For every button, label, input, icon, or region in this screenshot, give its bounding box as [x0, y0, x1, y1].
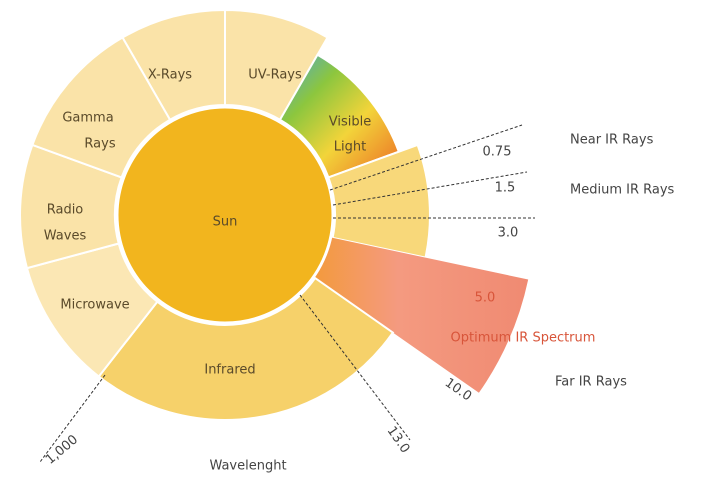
wavelength: 5.0: [475, 291, 496, 306]
band-label: Near IR Rays: [570, 133, 654, 148]
label: Waves: [44, 229, 87, 244]
axis-label: Wavelenght: [209, 459, 286, 474]
sun-label: Sun: [213, 215, 238, 230]
label: Microwave: [60, 298, 129, 313]
wavelength: 13.0: [384, 424, 413, 456]
label: Gamma: [62, 111, 113, 126]
wavelength: 1.5: [495, 181, 516, 196]
wavelength: 3.0: [498, 226, 519, 241]
label: Radio: [47, 203, 84, 218]
label: X-Rays: [148, 68, 192, 83]
band-label: Far IR Rays: [555, 375, 627, 390]
label: Visible: [329, 115, 371, 130]
spectrum-diagram: X-Rays UV-Rays Visible Light Gamma Rays …: [0, 0, 702, 478]
wavelength: 0.75: [483, 145, 512, 160]
wavelength: 1,000: [43, 432, 81, 467]
label: Rays: [84, 137, 115, 152]
page: {"segments": [ {"label_lines": ["X-Rays"…: [0, 0, 702, 478]
label: UV-Rays: [248, 68, 302, 83]
band-label: Medium IR Rays: [570, 183, 675, 198]
label: Infrared: [204, 363, 255, 378]
label: Light: [334, 140, 366, 155]
optimum-label: Optimum IR Spectrum: [451, 331, 596, 346]
